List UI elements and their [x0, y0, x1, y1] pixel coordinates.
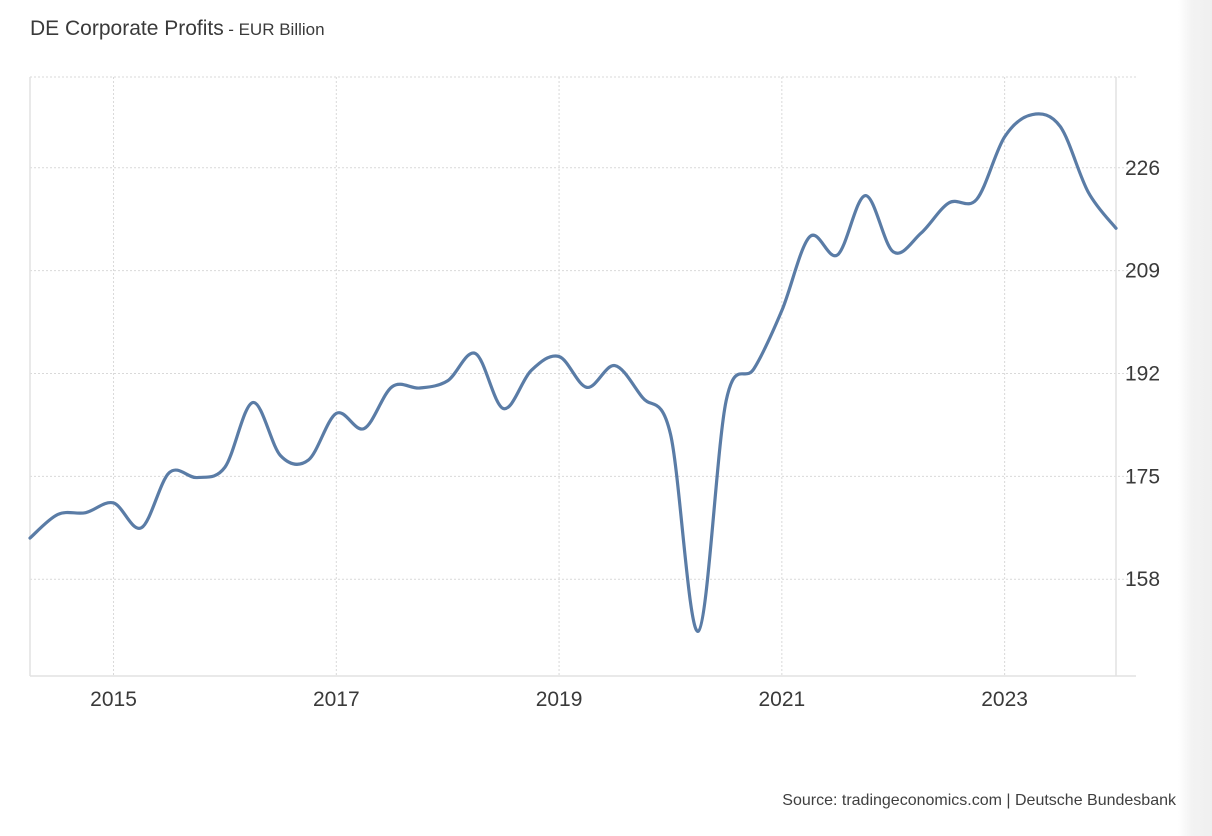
y-tick-label: 175: [1125, 465, 1160, 488]
chart-title: DE Corporate Profits - EUR Billion: [30, 17, 325, 41]
x-tick-label: 2017: [313, 688, 360, 711]
x-tick-label: 2019: [536, 688, 583, 711]
x-tick-label: 2021: [758, 688, 805, 711]
grid: [30, 76, 1136, 676]
source-credit: Source: tradingeconomics.com | Deutsche …: [782, 792, 1176, 809]
series-line: [28, 112, 1118, 633]
plot-frame: [29, 77, 1136, 677]
x-tick-label: 2015: [90, 688, 137, 711]
chart-title-main: DE Corporate Profits: [30, 17, 224, 40]
y-tick-label: 209: [1125, 260, 1160, 283]
chart-title-unit: - EUR Billion: [228, 20, 325, 39]
x-axis: 2015 2017 2019 2021 2023: [90, 688, 1028, 711]
series-layer: [28, 112, 1118, 633]
y-tick-label: 158: [1125, 568, 1160, 591]
x-tick-label: 2023: [981, 688, 1028, 711]
page-edge-strip: [1178, 0, 1212, 836]
y-axis: 158 175 192 209 226: [1125, 157, 1160, 591]
y-tick-label: 226: [1125, 157, 1160, 180]
y-tick-label: 192: [1125, 362, 1160, 385]
